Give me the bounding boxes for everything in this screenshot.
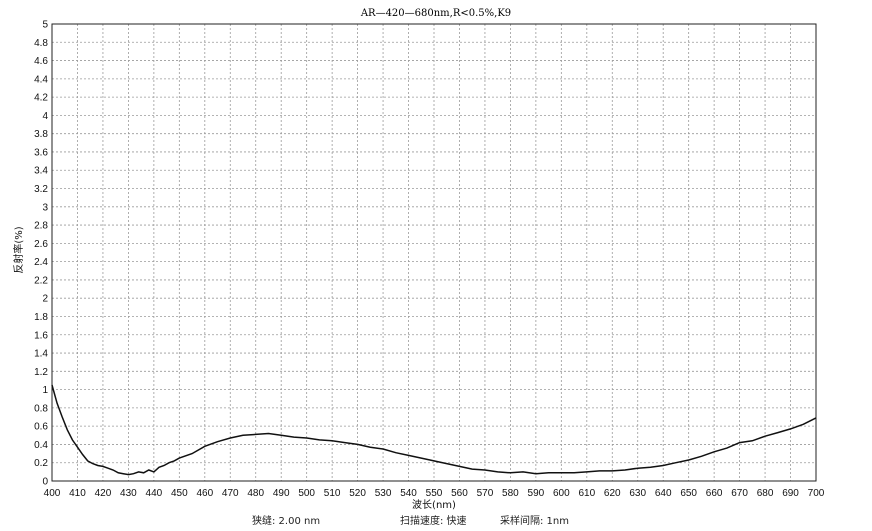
y-tick-label: 2.4	[34, 257, 48, 268]
x-tick-label: 490	[273, 488, 290, 499]
x-tick-label: 440	[146, 488, 163, 499]
grid-lines	[51, 23, 817, 482]
y-tick-label: 3.4	[34, 166, 48, 177]
y-tick-label: 1.4	[34, 349, 48, 360]
x-tick-label: 480	[247, 488, 264, 499]
y-tick-label: 1	[42, 385, 48, 396]
y-tick-label: 0.4	[34, 440, 48, 451]
x-tick-label: 470	[222, 488, 239, 499]
y-tick-label: 1.2	[34, 367, 48, 378]
x-axis-label: 波长(nm)	[412, 498, 456, 511]
x-tick-label: 540	[400, 488, 417, 499]
x-tick-label: 560	[451, 488, 468, 499]
x-tick-label: 460	[196, 488, 213, 499]
y-tick-label: 2.8	[34, 221, 48, 232]
y-tick-label: 0.2	[34, 458, 48, 469]
x-tick-label: 620	[604, 488, 621, 499]
y-tick-label: 3.2	[34, 184, 48, 195]
y-tick-label: 0.6	[34, 422, 48, 433]
y-tick-label: 1.8	[34, 312, 48, 323]
x-tick-label: 430	[120, 488, 137, 499]
y-tick-label: 4.6	[34, 56, 48, 67]
x-tick-label: 510	[324, 488, 341, 499]
y-tick-label: 3	[42, 202, 48, 213]
x-tick-label: 660	[706, 488, 723, 499]
x-tick-label: 700	[808, 488, 825, 499]
y-tick-label: 1.6	[34, 330, 48, 341]
y-tick-label: 2.2	[34, 275, 48, 286]
y-tick-label: 4	[42, 111, 48, 122]
y-tick-label: 5	[42, 20, 48, 31]
x-tick-label: 610	[578, 488, 595, 499]
y-tick-label: 4.4	[34, 74, 48, 85]
x-tick-labels: 400 410 420 430 440 450 460 470 480 490 500 510 520 5…	[44, 488, 825, 499]
y-axis-label: 反射率(%)	[12, 226, 25, 273]
x-tick-label: 600	[553, 488, 570, 499]
x-tick-label: 530	[375, 488, 392, 499]
x-tick-label: 570	[477, 488, 494, 499]
y-tick-label: 4.8	[34, 38, 48, 49]
y-tick-label: 3.8	[34, 129, 48, 140]
x-tick-label: 670	[731, 488, 748, 499]
plot-frame	[51, 23, 817, 482]
x-tick-label: 420	[95, 488, 112, 499]
x-tick-label: 650	[680, 488, 697, 499]
y-tick-label: 3.6	[34, 147, 48, 158]
x-tick-label: 630	[629, 488, 646, 499]
chart-title: AR—420—680nm,R<0.5%,K9	[360, 8, 511, 19]
x-tick-label: 590	[528, 488, 545, 499]
slit-width-label: 狭缝: 2.00 nm	[252, 516, 321, 527]
x-tick-label: 520	[349, 488, 366, 499]
x-tick-label: 400	[44, 488, 61, 499]
sampling-interval-label: 采样间隔: 1nm	[500, 516, 569, 527]
x-tick-label: 580	[502, 488, 519, 499]
y-tick-label: 0	[42, 477, 48, 488]
x-tick-label: 450	[171, 488, 188, 499]
x-tick-label: 410	[69, 488, 86, 499]
x-tick-label: 640	[655, 488, 672, 499]
y-tick-label: 4.2	[34, 93, 48, 104]
y-tick-label: 2.6	[34, 239, 48, 250]
y-tick-label: 2	[42, 294, 48, 305]
x-tick-label: 500	[298, 488, 315, 499]
x-tick-label: 680	[757, 488, 774, 499]
scan-speed-label: 扫描速度: 快速	[400, 516, 467, 527]
x-tick-label: 550	[426, 488, 443, 499]
x-tick-label: 690	[782, 488, 799, 499]
y-tick-label: 0.8	[34, 403, 48, 414]
reflectance-curve	[51, 384, 817, 476]
y-tick-labels: 0 0.2 0.4 0.6 0.8 1 1.2 1.4 1.6 1.8 2 2.2 2.4 2.6 2.8 3…	[34, 20, 48, 488]
